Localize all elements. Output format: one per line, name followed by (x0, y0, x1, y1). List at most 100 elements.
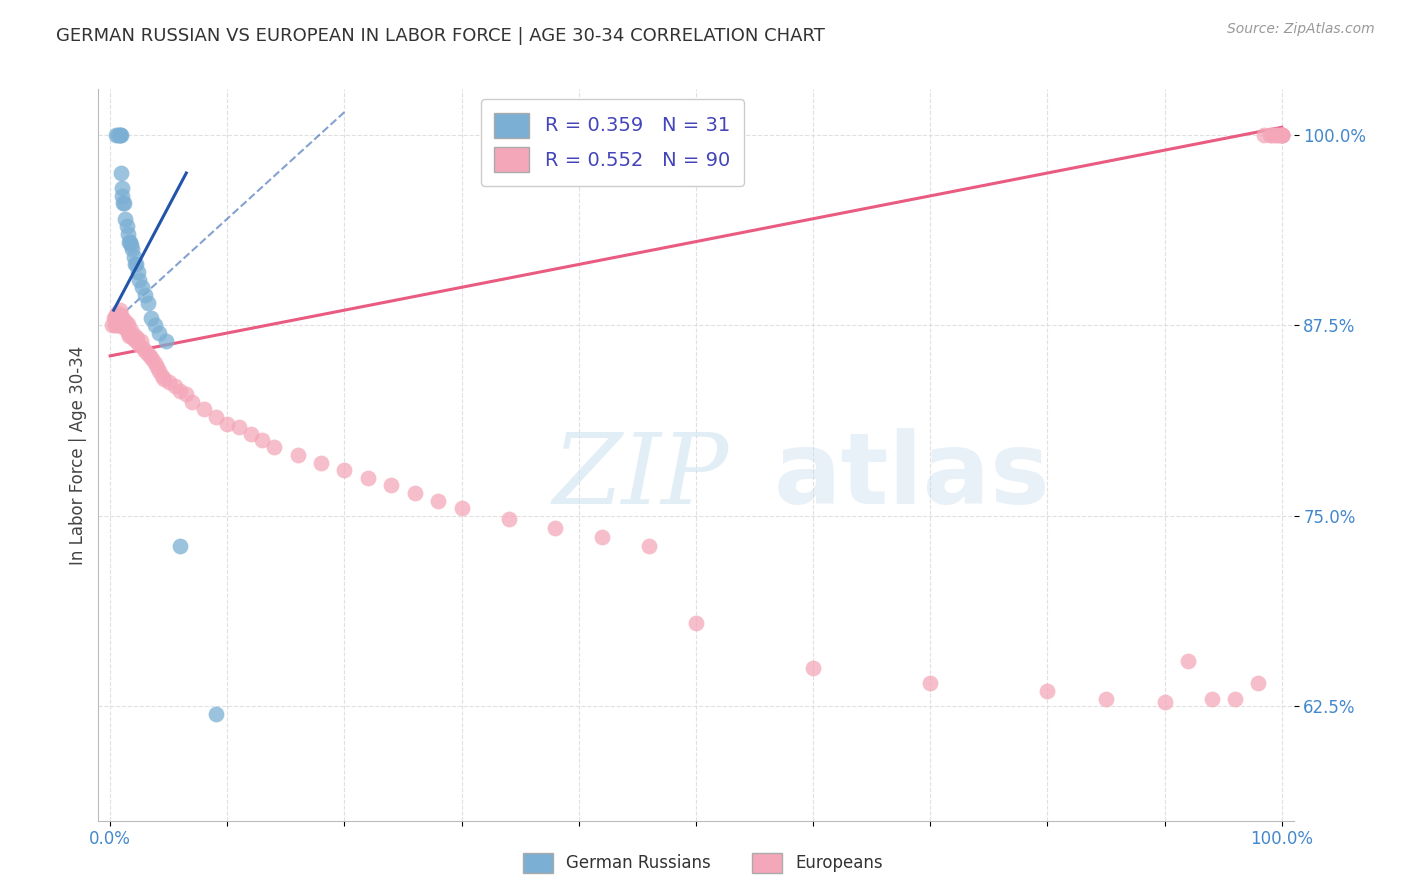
Point (638, 540, 661, 554)
Text: ZIP: ZIP (553, 429, 728, 524)
Point (117, 326, 139, 340)
Point (1247, 676, 1270, 690)
Point (110, 318, 132, 333)
Point (111, 189, 134, 203)
Point (252, 433, 274, 447)
Point (112, 196, 135, 211)
Point (108, 303, 131, 318)
Point (1271, 128, 1294, 142)
Text: Source: ZipAtlas.com: Source: ZipAtlas.com (1227, 22, 1375, 37)
Point (115, 318, 138, 333)
Point (169, 540, 191, 554)
Point (125, 334, 148, 348)
Point (136, 295, 159, 310)
Point (148, 326, 170, 340)
Point (114, 211, 136, 226)
Point (129, 334, 152, 348)
Point (111, 181, 134, 195)
Point (127, 265, 149, 279)
Point (136, 347, 159, 361)
Point (174, 387, 197, 401)
Point (309, 456, 332, 470)
Point (115, 219, 138, 234)
Point (204, 409, 226, 424)
Point (591, 530, 613, 544)
Point (139, 349, 162, 363)
Point (120, 237, 142, 252)
Point (120, 326, 141, 340)
Point (1271, 128, 1294, 142)
Point (108, 128, 131, 142)
Point (1258, 128, 1281, 142)
Point (121, 242, 143, 256)
Point (153, 372, 176, 386)
Point (148, 364, 170, 378)
Point (105, 317, 128, 331)
Point (544, 521, 567, 535)
Point (107, 128, 129, 142)
Point (107, 318, 129, 333)
Point (920, 676, 942, 690)
Point (143, 356, 166, 371)
Legend: R = 0.359   N = 31, R = 0.552   N = 90: R = 0.359 N = 31, R = 0.552 N = 90 (481, 99, 744, 186)
Point (125, 257, 148, 271)
Point (1095, 691, 1118, 706)
Point (1271, 128, 1294, 142)
Point (112, 318, 135, 333)
Point (163, 379, 186, 393)
Point (498, 512, 520, 526)
Point (450, 501, 472, 516)
Point (114, 314, 136, 328)
Point (112, 314, 135, 328)
Point (105, 308, 128, 322)
Point (404, 486, 426, 500)
Point (115, 323, 138, 337)
Point (141, 351, 163, 366)
Point (131, 280, 153, 294)
Text: GERMAN RUSSIAN VS EUROPEAN IN LABOR FORCE | AGE 30-34 CORRELATION CHART: GERMAN RUSSIAN VS EUROPEAN IN LABOR FORC… (56, 27, 825, 45)
Point (134, 288, 156, 302)
Point (108, 128, 131, 142)
Point (124, 257, 146, 271)
Point (239, 426, 262, 441)
Point (143, 318, 166, 333)
Point (1268, 128, 1291, 142)
Point (287, 448, 309, 462)
Point (120, 235, 141, 249)
Point (333, 463, 356, 477)
Point (1036, 684, 1059, 698)
Point (105, 318, 128, 333)
Point (1264, 128, 1286, 142)
Point (1177, 654, 1199, 668)
Point (141, 310, 163, 325)
Point (118, 329, 141, 343)
Point (685, 615, 707, 630)
Point (1201, 691, 1223, 706)
Point (427, 493, 450, 508)
Point (1253, 128, 1275, 142)
Point (111, 310, 134, 325)
Point (204, 706, 226, 721)
Point (157, 375, 180, 389)
Point (801, 661, 824, 675)
Point (104, 310, 127, 325)
Point (120, 329, 142, 343)
Point (127, 330, 149, 344)
Point (105, 306, 128, 320)
Point (380, 478, 402, 492)
Point (122, 332, 145, 346)
Point (128, 273, 150, 287)
Point (118, 235, 141, 249)
Y-axis label: In Labor Force | Age 30-34: In Labor Force | Age 30-34 (69, 345, 87, 565)
Point (110, 166, 132, 180)
Point (1261, 128, 1284, 142)
Point (110, 128, 132, 142)
Legend: German Russians, Europeans: German Russians, Europeans (516, 847, 890, 880)
Point (1223, 691, 1246, 706)
Point (117, 317, 139, 331)
Point (1265, 128, 1288, 142)
Point (169, 384, 191, 398)
Point (1271, 128, 1294, 142)
Point (112, 196, 135, 211)
Point (124, 329, 146, 343)
